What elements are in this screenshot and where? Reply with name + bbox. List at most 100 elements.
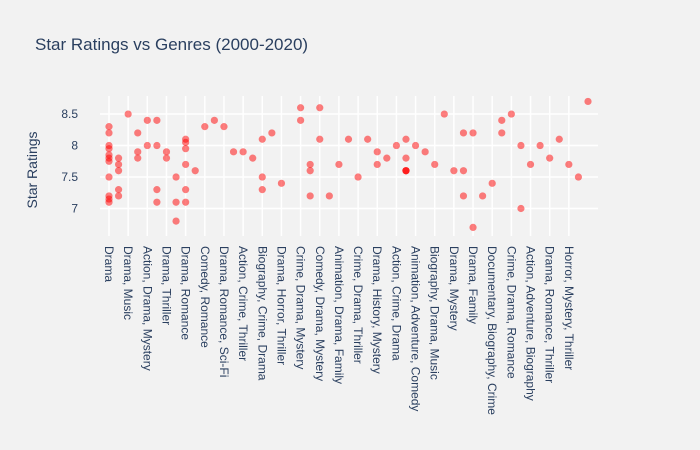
data-point[interactable] (172, 217, 180, 225)
x-axis-ticks: Drama Drama, Music Action, Drama, Mystery D… (102, 246, 576, 415)
data-point[interactable] (325, 192, 333, 200)
data-point[interactable] (153, 186, 161, 194)
data-point[interactable] (536, 141, 544, 150)
data-point[interactable] (383, 154, 391, 162)
data-point[interactable] (134, 154, 142, 162)
data-point[interactable] (459, 129, 468, 137)
data-point[interactable] (182, 138, 190, 146)
data-point[interactable] (297, 116, 305, 124)
y-tick-label: 7 (71, 202, 78, 216)
data-point[interactable] (143, 141, 151, 150)
data-point[interactable] (105, 173, 113, 181)
data-point[interactable] (153, 116, 161, 124)
data-point[interactable] (153, 198, 161, 206)
x-tick-label: Crime, Drama, Thriller (351, 246, 365, 364)
data-point[interactable] (114, 160, 123, 169)
data-point[interactable] (105, 129, 113, 137)
data-point[interactable] (182, 160, 190, 169)
data-point[interactable] (172, 173, 180, 181)
data-point[interactable] (373, 160, 381, 169)
data-point[interactable] (258, 173, 266, 181)
data-point[interactable] (114, 154, 123, 162)
data-point[interactable] (450, 167, 458, 175)
data-point[interactable] (201, 123, 209, 131)
data-point[interactable] (469, 223, 477, 232)
y-tick-label: 8 (71, 139, 78, 153)
x-tick-label: Drama, History, Mystery (370, 246, 384, 374)
data-point[interactable] (344, 135, 353, 143)
data-point[interactable] (143, 116, 151, 124)
grid-lines (100, 96, 598, 236)
data-point[interactable] (277, 179, 286, 187)
data-point[interactable] (210, 116, 218, 124)
data-point[interactable] (402, 154, 410, 162)
data-point[interactable] (114, 167, 123, 175)
x-tick-label: Drama (102, 246, 116, 282)
data-point[interactable] (488, 179, 496, 187)
data-point[interactable] (316, 135, 324, 143)
data-point[interactable] (114, 192, 123, 200)
data-point[interactable] (459, 192, 468, 200)
data-point[interactable] (134, 129, 142, 137)
data-point[interactable] (459, 167, 468, 175)
x-tick-label: Drama, Music (121, 246, 135, 320)
data-point[interactable] (105, 157, 113, 165)
data-point[interactable] (402, 167, 410, 175)
data-point[interactable] (306, 160, 314, 169)
data-point[interactable] (182, 145, 190, 153)
data-point[interactable] (258, 186, 266, 194)
data-point[interactable] (105, 198, 113, 206)
data-point[interactable] (584, 97, 592, 106)
data-point[interactable] (182, 198, 190, 206)
data-point[interactable] (105, 123, 113, 131)
data-point[interactable] (249, 154, 257, 162)
data-point[interactable] (421, 148, 429, 156)
data-point[interactable] (162, 148, 171, 156)
data-point[interactable] (440, 110, 448, 118)
data-point[interactable] (507, 110, 515, 118)
data-point[interactable] (335, 160, 343, 169)
data-point[interactable] (258, 135, 266, 143)
x-tick-label: Drama, Romance (179, 246, 193, 340)
data-point[interactable] (364, 135, 372, 143)
data-point[interactable] (402, 135, 410, 143)
data-point[interactable] (431, 160, 439, 169)
data-point[interactable] (172, 198, 180, 206)
x-tick-label: Comedy, Drama, Mystery (313, 246, 327, 381)
data-point[interactable] (316, 104, 324, 112)
data-point[interactable] (392, 141, 400, 150)
data-point[interactable] (153, 141, 161, 150)
data-point[interactable] (191, 167, 199, 175)
data-point[interactable] (469, 129, 477, 137)
data-point[interactable] (114, 186, 123, 194)
data-point[interactable] (182, 186, 190, 194)
data-point[interactable] (479, 192, 487, 200)
data-point[interactable] (306, 192, 314, 200)
data-point[interactable] (517, 204, 525, 213)
data-point[interactable] (134, 148, 142, 156)
data-point[interactable] (555, 135, 563, 143)
data-point[interactable] (306, 167, 314, 175)
data-point[interactable] (574, 173, 583, 181)
data-point[interactable] (162, 154, 171, 162)
data-point[interactable] (565, 160, 573, 169)
data-point[interactable] (373, 148, 381, 156)
x-tick-label: Action, Adventure, Biography (524, 246, 538, 401)
data-point[interactable] (526, 160, 535, 169)
data-point[interactable] (546, 154, 554, 162)
data-point[interactable] (220, 123, 228, 131)
data-point[interactable] (268, 129, 276, 137)
data-point[interactable] (411, 141, 420, 150)
data-point[interactable] (124, 110, 132, 118)
x-tick-label: Drama, Thriller (159, 246, 173, 325)
data-point[interactable] (517, 141, 525, 150)
data-points (105, 97, 592, 232)
data-point[interactable] (354, 173, 362, 181)
data-point[interactable] (297, 104, 305, 112)
data-point[interactable] (498, 129, 506, 137)
data-point[interactable] (105, 145, 113, 153)
data-point[interactable] (498, 116, 506, 124)
data-point[interactable] (239, 148, 247, 156)
data-point[interactable] (229, 148, 238, 156)
